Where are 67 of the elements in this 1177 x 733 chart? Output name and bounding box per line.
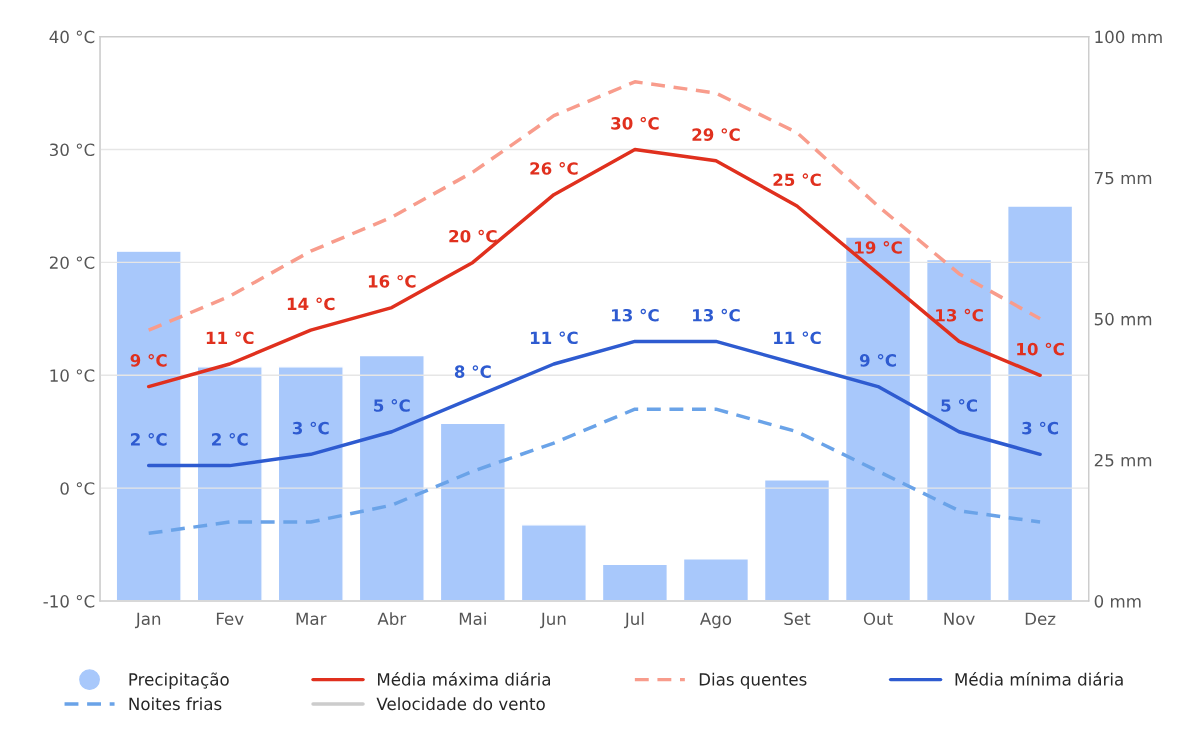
bar (1006, 205, 1074, 602)
legend-label: Dias quentes (699, 672, 807, 689)
data-label: 30 °C (611, 116, 659, 130)
data-label: 3 °C (292, 421, 329, 435)
bar (115, 250, 182, 602)
y-tick-label: 40 °C (49, 30, 95, 44)
data-label: 11 °C (774, 331, 821, 345)
data-label: 11 °C (206, 331, 254, 345)
x-tick-label: Set (784, 612, 811, 626)
data-label: 10 °C (1017, 342, 1064, 356)
data-label: 14 °C (287, 297, 335, 311)
bar (439, 422, 506, 602)
bar (763, 479, 831, 602)
legend-label: Velocidade do vento (376, 697, 545, 711)
y-tick-label: 10 °C (50, 369, 95, 382)
data-label: 9 °C (859, 353, 896, 367)
bar (844, 236, 912, 602)
x-tick-label: Dez (1025, 612, 1056, 626)
data-label: 26 °C (530, 162, 578, 175)
data-label: 2 °C (212, 432, 248, 446)
bar (925, 258, 993, 602)
data-label: 29 °C (692, 128, 740, 141)
data-label: 13 °C (612, 308, 659, 322)
bar (358, 354, 425, 602)
legend-label: Média máxima diária (378, 672, 551, 686)
x-tick-label: Fev (216, 612, 244, 626)
bar (520, 524, 587, 602)
y-tick-label: -10 °C (43, 595, 95, 608)
bar (601, 563, 669, 602)
bar (196, 366, 263, 602)
x-tick-label: Mai (459, 612, 486, 626)
x-tick-label: Jan (134, 612, 161, 629)
y2-tick-label: 100 mm (1095, 30, 1162, 44)
data-label: 25 °C (773, 173, 821, 187)
y2-tick-label: 75 mm (1094, 171, 1152, 185)
data-label: 13 °C (936, 308, 983, 322)
line-series (146, 147, 1042, 389)
x-tick-label: Mar (296, 612, 327, 626)
data-label: 11 °C (530, 331, 578, 345)
x-tick-label: Abr (377, 612, 407, 626)
bar (277, 366, 344, 602)
y2-tick-label: 25 mm (1094, 453, 1152, 467)
data-label: 3 °C (1022, 421, 1059, 435)
y2-tick-label: 50 mm (1094, 312, 1152, 326)
y-tick-label: 20 °C (49, 256, 95, 269)
data-label: 9 °C (130, 353, 167, 367)
x-tick-label: Jul (623, 612, 644, 629)
legend-label: Média mínima diária (955, 672, 1123, 686)
y-tick-label: 0 °C (60, 482, 95, 495)
x-tick-label: Out (863, 612, 893, 626)
x-tick-label: Jun (539, 612, 566, 629)
x-tick-label: Ago (699, 612, 732, 629)
data-label: 13 °C (693, 308, 740, 322)
legend-label: Precipitação (129, 672, 229, 689)
data-label: 16 °C (368, 274, 416, 288)
line-series (146, 80, 1042, 332)
data-label: 5 °C (374, 399, 410, 412)
y-tick-label: 30 °C (49, 143, 95, 157)
bar (682, 558, 750, 602)
x-tick-label: Nov (944, 612, 975, 626)
data-label: 20 °C (449, 229, 497, 243)
y2-tick-label: 0 mm (1094, 595, 1141, 608)
data-label: 5 °C (941, 399, 977, 412)
data-label: 19 °C (855, 241, 902, 254)
data-label: 8 °C (454, 365, 491, 378)
legend-label: Noites frias (129, 697, 222, 711)
data-label: 2 °C (131, 432, 167, 446)
